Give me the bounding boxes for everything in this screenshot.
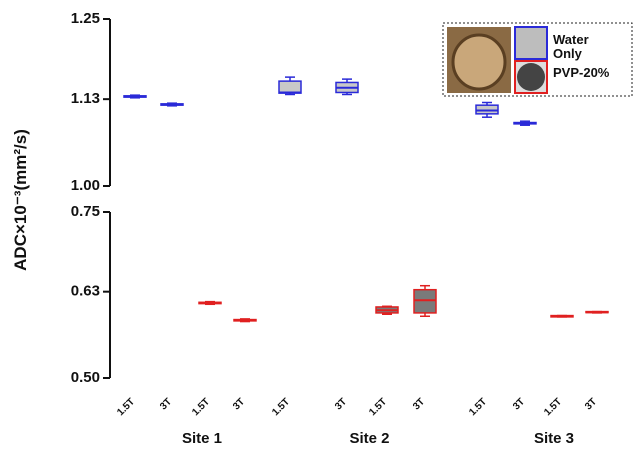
x-tick-label: 3T — [158, 396, 174, 412]
page: ADC×10⁻³(mm²/s) 1.00 1.13 1.25 0.50 0.63 0.75… — [0, 0, 634, 449]
group-label: Site 2 — [349, 430, 389, 447]
x-tick-label: 1.5T — [115, 396, 137, 418]
group-label: Site 1 — [182, 430, 222, 447]
y-axis-label: ADC×10⁻³(mm²/s) — [11, 129, 30, 271]
x-tick-label: 3T — [411, 396, 427, 412]
box — [279, 81, 301, 93]
y-tick-label: 1.00 — [71, 177, 100, 194]
legend-photo-jar — [453, 35, 505, 89]
y-tick-label: 0.50 — [71, 369, 100, 386]
chart: ADC×10⁻³(mm²/s) 1.00 1.13 1.25 0.50 0.63 0.75… — [0, 0, 634, 449]
x-tick-label: 1.5T — [367, 396, 389, 418]
x-tick-label: 3T — [583, 396, 599, 412]
x-tick-label: 1.5T — [542, 396, 564, 418]
group-label: Site 3 — [534, 430, 574, 447]
y-tick-label: 0.63 — [71, 283, 100, 300]
y-tick-label: 0.75 — [71, 203, 100, 220]
legend-swatch-pvp-disc — [517, 63, 545, 91]
y-tick-label: 1.13 — [71, 90, 100, 107]
legend-label: Water Only — [553, 33, 598, 61]
legend-swatch-water — [515, 27, 547, 59]
x-tick-label: 3T — [511, 396, 527, 412]
x-tick-label: 3T — [333, 396, 349, 412]
x-tick-label: 1.5T — [190, 396, 212, 418]
x-tick-label: 3T — [231, 396, 247, 412]
x-tick-label: 1.5T — [467, 396, 489, 418]
legend-label: PVP-20% — [553, 66, 609, 80]
y-tick-label: 1.25 — [71, 10, 100, 27]
box — [476, 105, 498, 114]
x-tick-label: 1.5T — [270, 396, 292, 418]
